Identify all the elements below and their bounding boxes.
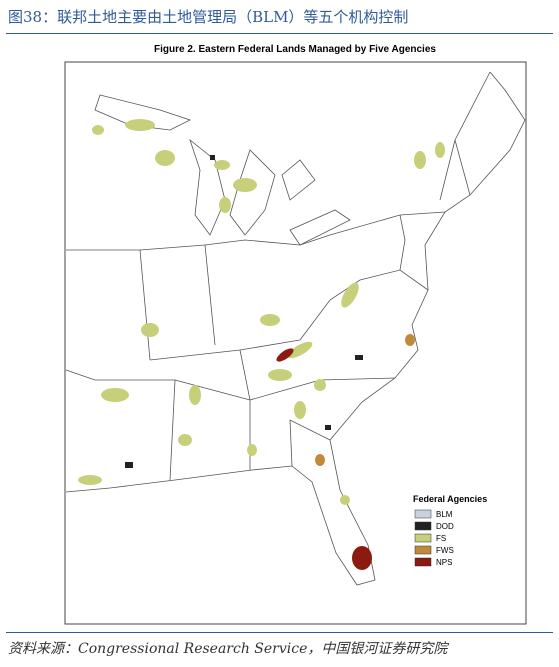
figure: Figure 2. Eastern Federal Lands Managed … [64, 44, 527, 625]
legend: BLM DOD FS FWS NPS [414, 509, 454, 567]
figure-title: Figure 2. Eastern Federal Lands Managed … [154, 44, 436, 55]
legend-label: BLM [436, 510, 453, 519]
legend-swatch [414, 533, 432, 543]
header-title: 图38：联邦土地主要由土地管理局（BLM）等五个机构控制 [8, 8, 409, 26]
footer-rule [6, 632, 553, 633]
legend-title: Federal Agencies [413, 494, 487, 504]
header-rule [6, 33, 553, 34]
source-note: 资料来源：Congressional Research Service，中国银河… [8, 641, 448, 657]
legend-label: FS [436, 534, 446, 543]
legend-swatch [414, 545, 432, 555]
map-frame [64, 61, 527, 625]
legend-swatch [414, 521, 432, 531]
legend-label: DOD [436, 522, 454, 531]
legend-swatch [414, 557, 432, 567]
legend-label: NPS [436, 558, 452, 567]
federal-land-patches [78, 119, 445, 570]
legend-label: FWS [436, 546, 454, 555]
legend-swatch [414, 509, 432, 519]
